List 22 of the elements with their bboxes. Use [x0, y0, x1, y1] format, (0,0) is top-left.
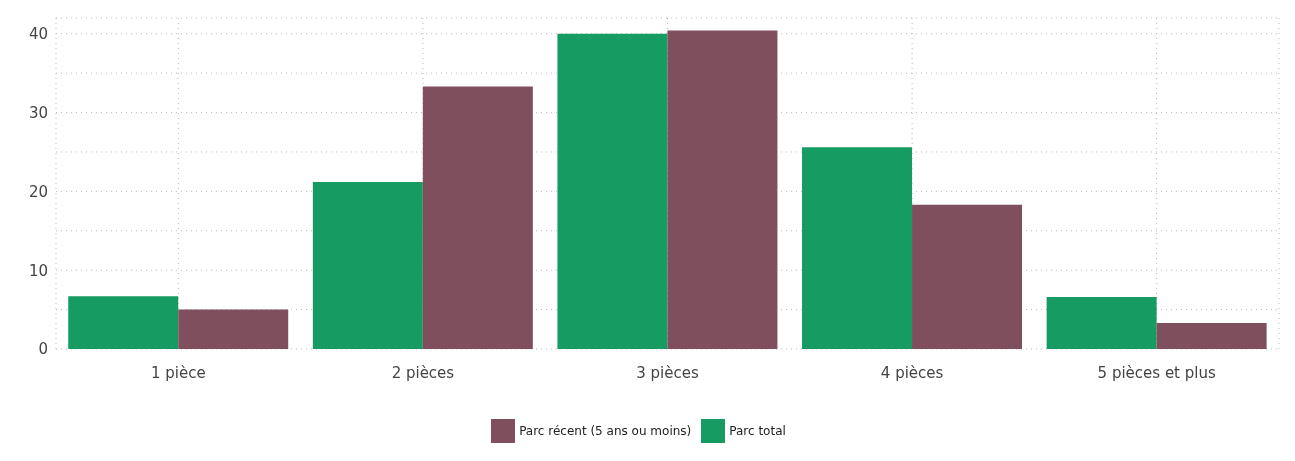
x-tick-label: 1 pièce: [150, 363, 206, 382]
bar: [1156, 322, 1267, 349]
y-tick-label: 10: [28, 261, 48, 280]
x-tick-label: 5 pièces et plus: [1097, 363, 1216, 382]
y-tick-label: 30: [28, 103, 48, 122]
legend-label: Parc récent (5 ans ou moins): [519, 423, 692, 438]
x-tick-label: 3 pièces: [636, 363, 699, 382]
legend-label: Parc total: [729, 423, 786, 438]
bar: [802, 147, 913, 349]
bar: [178, 309, 289, 349]
bar: [667, 30, 778, 349]
y-tick-label: 20: [28, 182, 48, 201]
bar: [557, 33, 668, 349]
bar: [422, 86, 533, 349]
y-tick-label: 40: [28, 25, 48, 44]
x-tick-label: 4 pièces: [880, 363, 944, 382]
y-tick-label: 0: [38, 340, 48, 359]
x-tick-label: 2 pièces: [391, 363, 455, 382]
bar: [68, 296, 179, 349]
bar: [912, 204, 1023, 349]
bar: [312, 181, 423, 349]
bar: [1046, 296, 1157, 349]
